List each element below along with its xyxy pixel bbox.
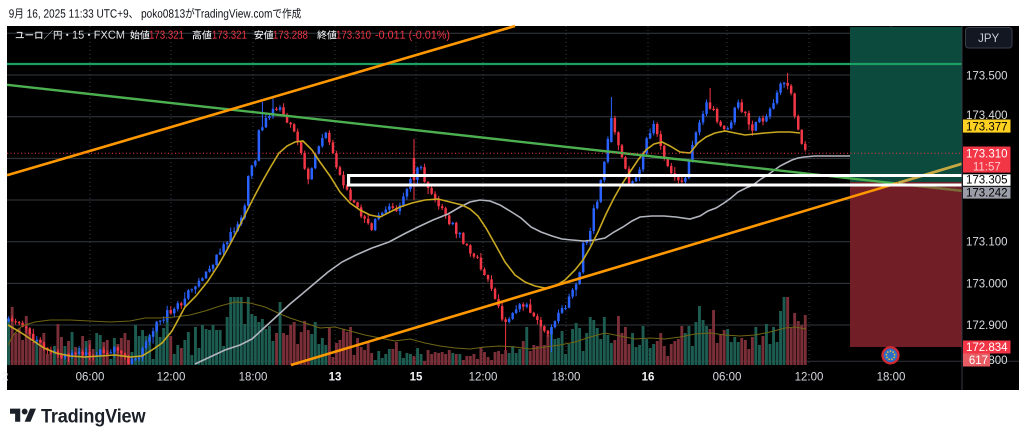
svg-text:15: 15 [410,372,423,384]
svg-text:JPY: JPY [978,33,999,45]
svg-text:13: 13 [329,372,342,384]
svg-text:173.377: 173.377 [966,121,1008,133]
svg-text:173.400: 173.400 [966,110,1008,122]
svg-text:173.500: 173.500 [966,71,1008,83]
svg-text:173.242: 173.242 [966,187,1008,199]
svg-text:12:00: 12:00 [469,372,498,384]
svg-text:16: 16 [642,372,655,384]
svg-text:172.834: 172.834 [966,342,1008,354]
svg-text:12:00: 12:00 [157,372,186,384]
svg-text:173.305: 173.305 [966,175,1008,187]
svg-text:173.310: 173.310 [966,149,1008,161]
svg-text:06:00: 06:00 [713,372,742,384]
svg-text:617: 617 [969,355,988,367]
svg-text:18:00: 18:00 [239,372,268,384]
svg-text:12:00: 12:00 [795,372,824,384]
svg-text:18:00: 18:00 [552,372,581,384]
svg-text:173.100: 173.100 [966,237,1008,249]
svg-text:11:57: 11:57 [973,161,1001,173]
svg-text:173.000: 173.000 [966,278,1008,290]
svg-text:172.900: 172.900 [966,320,1008,332]
svg-text:2: 2 [2,372,8,384]
svg-text:18:00: 18:00 [877,372,906,384]
svg-text:TradingView: TradingView [41,405,146,427]
svg-text:06:00: 06:00 [76,372,105,384]
